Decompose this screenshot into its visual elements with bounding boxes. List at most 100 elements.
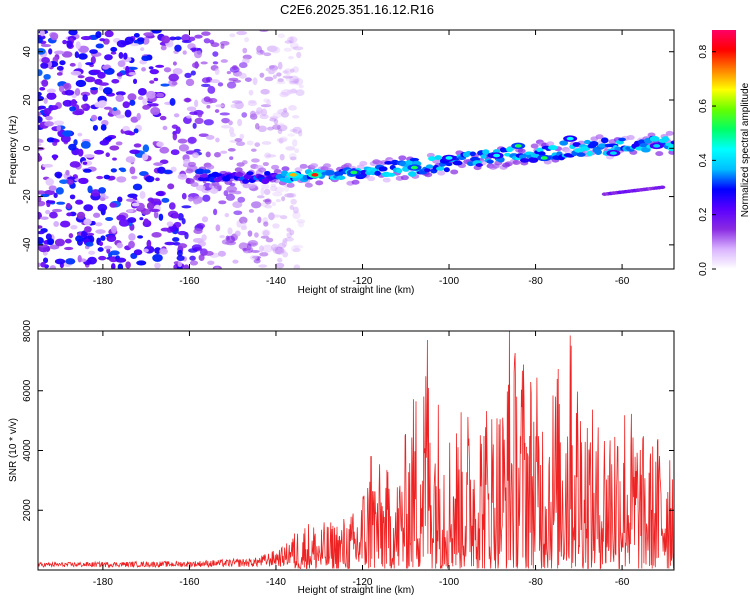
spectrogram-marks (38, 30, 674, 269)
noise-speck (191, 62, 200, 69)
noise-speck (38, 91, 42, 97)
x-tick-label: -80 (528, 577, 543, 588)
noise-speck (279, 153, 285, 161)
noise-speck (242, 47, 248, 54)
noise-speck (221, 239, 231, 245)
noise-speck (252, 77, 258, 86)
noise-speck (176, 266, 183, 269)
hotspot-6 (514, 144, 522, 148)
noise-speck (275, 199, 281, 203)
noise-speck (91, 69, 101, 74)
noise-speck (83, 154, 95, 158)
colorbar-tick-label: 0.4 (698, 153, 709, 167)
noise-speck (116, 242, 123, 249)
y-tick-label: -20 (22, 189, 33, 204)
ridge-halo (299, 163, 308, 169)
noise-speck (177, 173, 188, 180)
noise-speck (229, 132, 236, 138)
noise-speck (231, 64, 238, 71)
noise-speck (45, 115, 53, 121)
noise-speck (231, 100, 243, 104)
noise-speck (90, 56, 96, 65)
noise-speck (292, 78, 300, 83)
noise-speck (193, 228, 203, 235)
noise-speck (181, 40, 192, 44)
noise-speck (170, 149, 180, 156)
noise-speck (82, 161, 88, 165)
ridge-cell (482, 149, 490, 155)
noise-speck (201, 77, 211, 84)
noise-speck (38, 138, 43, 143)
colorbar-tick-label: 0.8 (698, 44, 709, 58)
noise-speck (268, 70, 275, 75)
noise-speck (244, 37, 250, 43)
noise-speck (146, 239, 152, 248)
noise-speck (284, 40, 293, 44)
noise-speck (183, 264, 190, 269)
noise-speck (60, 134, 71, 143)
noise-speck (296, 51, 302, 59)
noise-speck (65, 258, 76, 265)
x-tick-label: -140 (266, 577, 286, 588)
colorbar-gradient (712, 30, 736, 269)
spectrogram-y-ticks: -40 -20 0 20 40 (22, 46, 674, 252)
noise-speck (115, 94, 125, 102)
noise-speck (259, 252, 269, 257)
noise-speck (109, 145, 120, 151)
noise-speck (172, 61, 177, 66)
noise-speck (132, 78, 138, 85)
noise-speck (75, 199, 84, 205)
noise-speck (229, 126, 235, 135)
noise-speck (149, 208, 160, 213)
y-tick-label: 8000 (22, 319, 33, 342)
noise-speck (284, 185, 290, 192)
noise-speck (116, 72, 123, 77)
noise-speck (80, 35, 92, 41)
noise-speck (265, 237, 274, 243)
noise-speck (269, 185, 278, 192)
noise-speck (38, 196, 42, 203)
noise-speck (141, 55, 151, 62)
noise-speck (260, 104, 272, 108)
x-tick-label: -60 (615, 577, 630, 588)
noise-speck (292, 139, 298, 147)
noise-speck (82, 94, 88, 102)
noise-speck (95, 229, 106, 234)
ridge-halo (206, 164, 215, 170)
noise-speck (172, 68, 183, 75)
noise-speck (289, 128, 298, 133)
noise-speck (217, 82, 224, 87)
noise-speck (61, 51, 73, 58)
figure-title: C2E6.2025.351.16.12.R16 (280, 2, 434, 17)
noise-speck (39, 86, 46, 91)
ridge-halo (343, 162, 352, 168)
side-band-cell (659, 185, 666, 190)
noise-speck (123, 52, 128, 60)
noise-speck (66, 212, 73, 217)
hotspot-9 (609, 151, 617, 155)
noise-speck (64, 246, 74, 251)
noise-speck (234, 190, 242, 195)
noise-speck (228, 120, 233, 126)
noise-speck (56, 124, 62, 132)
ridge-cell (234, 171, 244, 178)
noise-speck (159, 159, 169, 164)
noise-speck (131, 202, 140, 207)
noise-speck (127, 93, 137, 101)
noise-speck (194, 99, 199, 108)
noise-speck (112, 157, 117, 161)
noise-speck (218, 200, 227, 205)
noise-speck (227, 227, 233, 235)
noise-speck (110, 51, 117, 55)
noise-speck (89, 49, 98, 54)
noise-speck (41, 44, 52, 48)
noise-speck (43, 73, 51, 80)
noise-speck (38, 200, 46, 207)
noise-speck (98, 85, 104, 91)
noise-speck (65, 202, 71, 210)
ridge-cell (492, 149, 501, 154)
noise-speck (62, 99, 73, 107)
ridge-cell (670, 140, 674, 145)
x-tick-label: -60 (615, 276, 630, 287)
ridge-cell (425, 164, 434, 169)
